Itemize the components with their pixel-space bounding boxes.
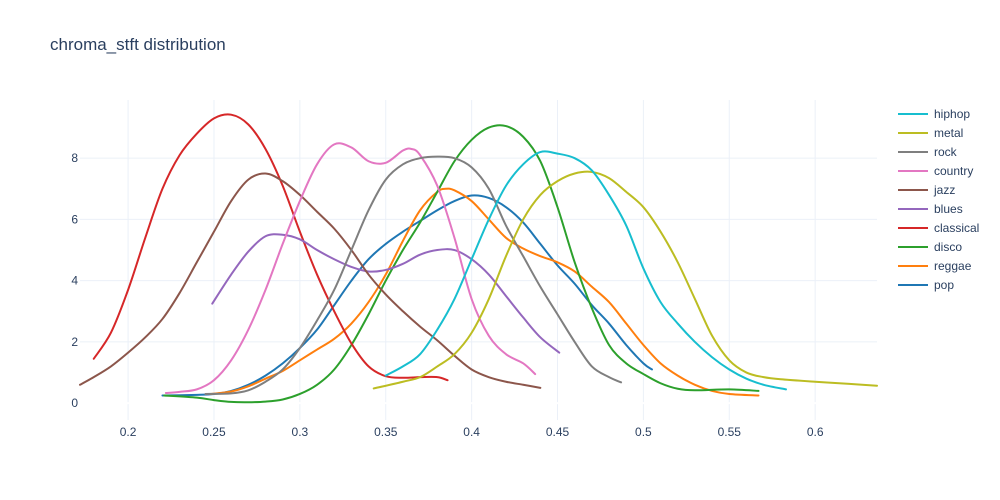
legend-label: disco bbox=[934, 240, 962, 254]
chart-title: chroma_stft distribution bbox=[50, 35, 226, 54]
legend-label: hiphop bbox=[934, 107, 970, 121]
y-tick-label: 4 bbox=[71, 274, 78, 288]
y-tick-label: 8 bbox=[71, 151, 78, 165]
legend-item-jazz[interactable]: jazz bbox=[898, 183, 955, 197]
series-line-classical[interactable] bbox=[94, 114, 448, 380]
series-layer bbox=[80, 114, 877, 402]
y-tick-label: 0 bbox=[71, 396, 78, 410]
legend-item-reggae[interactable]: reggae bbox=[898, 259, 972, 273]
x-tick-label: 0.5 bbox=[635, 425, 652, 439]
series-line-hiphop[interactable] bbox=[386, 151, 786, 389]
legend-item-metal[interactable]: metal bbox=[898, 126, 963, 140]
legend-label: jazz bbox=[933, 183, 955, 197]
x-tick-label: 0.3 bbox=[292, 425, 309, 439]
x-tick-label: 0.6 bbox=[807, 425, 824, 439]
x-tick-label: 0.45 bbox=[546, 425, 570, 439]
legend-item-country[interactable]: country bbox=[898, 164, 973, 178]
legend-label: country bbox=[934, 164, 973, 178]
legend-item-blues[interactable]: blues bbox=[898, 202, 963, 216]
series-line-pop[interactable] bbox=[162, 195, 652, 395]
y-tick-label: 6 bbox=[71, 212, 78, 226]
legend-item-disco[interactable]: disco bbox=[898, 240, 962, 254]
legend-label: metal bbox=[934, 126, 963, 140]
x-tick-label: 0.35 bbox=[374, 425, 398, 439]
legend-label: reggae bbox=[934, 259, 972, 273]
series-line-rock[interactable] bbox=[205, 157, 621, 394]
legend-item-rock[interactable]: rock bbox=[898, 145, 958, 159]
x-tick-label: 0.4 bbox=[463, 425, 480, 439]
legend-item-pop[interactable]: pop bbox=[898, 278, 954, 292]
y-tick-label: 2 bbox=[71, 335, 78, 349]
legend-item-classical[interactable]: classical bbox=[898, 221, 979, 235]
legend-label: rock bbox=[934, 145, 958, 159]
legend-item-hiphop[interactable]: hiphop bbox=[898, 107, 970, 121]
series-line-country[interactable] bbox=[166, 143, 535, 393]
x-tick-label: 0.2 bbox=[120, 425, 137, 439]
legend-label: pop bbox=[934, 278, 954, 292]
x-tick-label: 0.25 bbox=[202, 425, 226, 439]
legend[interactable]: hiphop metal rock country jazz blues classical… bbox=[898, 107, 979, 292]
legend-label: blues bbox=[934, 202, 963, 216]
x-tick-label: 0.55 bbox=[718, 425, 742, 439]
legend-label: classical bbox=[934, 221, 979, 235]
